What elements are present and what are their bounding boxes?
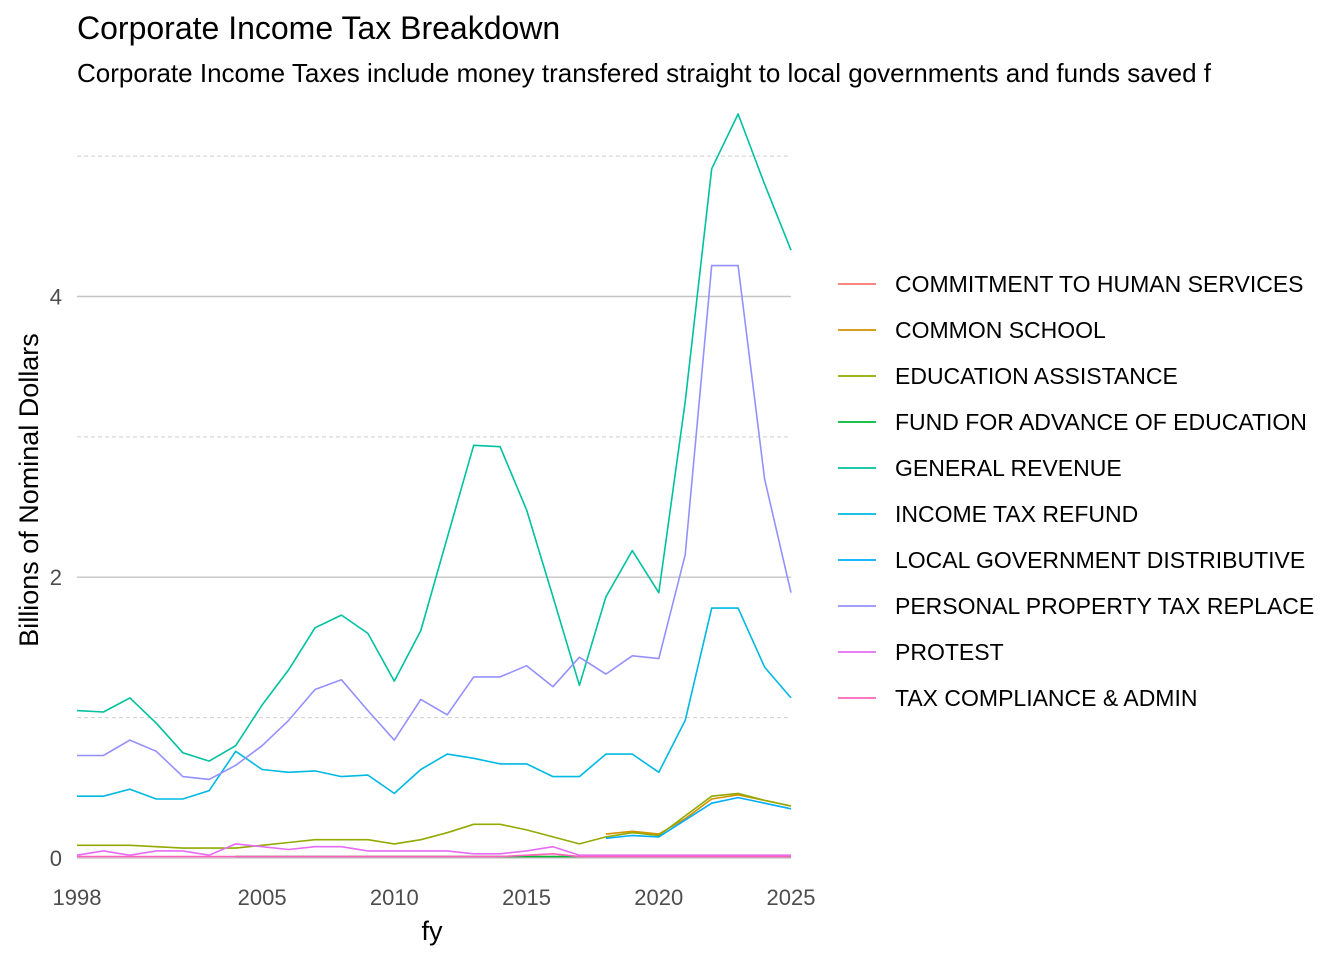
- legend-item: GENERAL REVENUE: [838, 455, 1122, 481]
- series-line-personal-property-tax-replace: [77, 264, 792, 781]
- y-tick-label: 0: [50, 846, 62, 871]
- chart-subtitle: Corporate Income Taxes include money tra…: [77, 58, 1212, 88]
- legend-item: TAX COMPLIANCE & ADMIN: [838, 685, 1197, 711]
- legend: COMMITMENT TO HUMAN SERVICES COMMON SCHOO…: [838, 271, 1314, 711]
- y-tick-label: 4: [50, 285, 62, 310]
- legend-label: EDUCATION ASSISTANCE: [895, 363, 1178, 389]
- y-axis-ticks: 0 2 4: [50, 285, 62, 871]
- legend-label: LOCAL GOVERNMENT DISTRIBUTIVE: [895, 547, 1305, 573]
- minor-gridlines: [77, 155, 791, 719]
- y-axis-title: Billions of Nominal Dollars: [14, 333, 44, 647]
- x-tick-label: 2005: [238, 885, 287, 910]
- legend-item: FUND FOR ADVANCE OF EDUCATION: [838, 409, 1307, 435]
- legend-item: COMMITMENT TO HUMAN SERVICES: [838, 271, 1304, 297]
- major-gridlines: [77, 295, 791, 859]
- series-line-protest: [76, 843, 791, 857]
- legend-label: TAX COMPLIANCE & ADMIN: [895, 685, 1197, 711]
- series-lines: [76, 113, 792, 858]
- x-tick-label: 2025: [767, 885, 816, 910]
- series-line-education-assistance: [77, 792, 792, 849]
- x-axis-ticks: 1998 2005 2010 2015 2020 2025: [53, 885, 816, 910]
- legend-item: EDUCATION ASSISTANCE: [838, 363, 1178, 389]
- legend-item: PROTEST: [838, 639, 1004, 665]
- legend-item: COMMON SCHOOL: [838, 317, 1106, 343]
- legend-label: PROTEST: [895, 639, 1004, 665]
- series-line-local-government-distributive: [605, 796, 792, 840]
- series-line-income-tax-refund: [77, 607, 792, 800]
- x-tick-label: 1998: [53, 885, 102, 910]
- legend-label: GENERAL REVENUE: [895, 455, 1122, 481]
- series-line-general-revenue: [76, 113, 792, 762]
- legend-label: COMMITMENT TO HUMAN SERVICES: [895, 271, 1304, 297]
- legend-item: LOCAL GOVERNMENT DISTRIBUTIVE: [838, 547, 1305, 573]
- chart-title: Corporate Income Tax Breakdown: [77, 10, 561, 46]
- x-tick-label: 2015: [502, 885, 551, 910]
- legend-label: FUND FOR ADVANCE OF EDUCATION: [895, 409, 1307, 435]
- y-tick-label: 2: [50, 565, 62, 590]
- x-tick-label: 2020: [634, 885, 683, 910]
- legend-item: PERSONAL PROPERTY TAX REPLACE: [838, 593, 1314, 619]
- legend-label: PERSONAL PROPERTY TAX REPLACE: [895, 593, 1314, 619]
- legend-label: COMMON SCHOOL: [895, 317, 1106, 343]
- x-tick-label: 2010: [370, 885, 419, 910]
- legend-item: INCOME TAX REFUND: [838, 501, 1138, 527]
- x-axis-title: fy: [421, 916, 443, 946]
- legend-label: INCOME TAX REFUND: [895, 501, 1138, 527]
- series-line-tax-compliance-admin: [77, 852, 791, 858]
